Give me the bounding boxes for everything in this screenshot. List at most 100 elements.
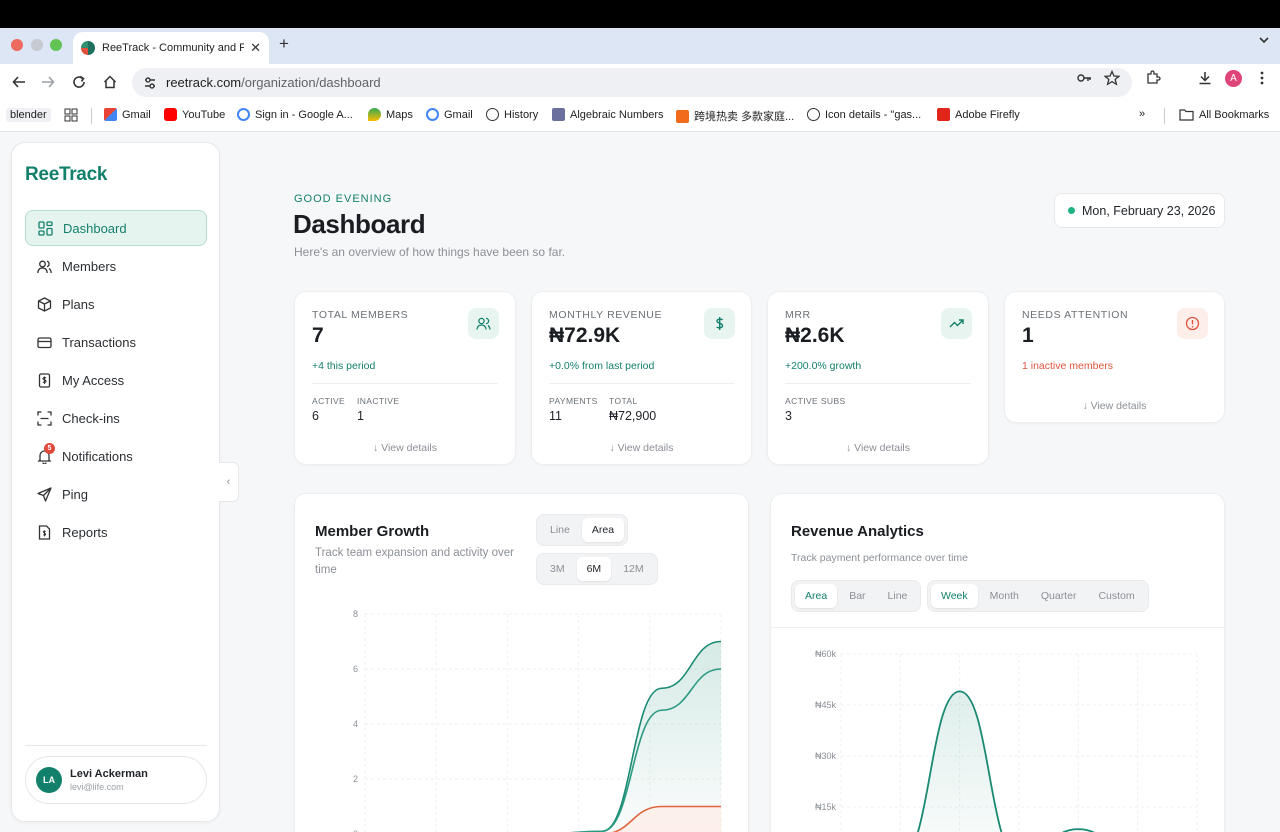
forward-arrow-icon[interactable] [37,71,59,93]
brand-logo[interactable]: ReeTrack [25,164,108,185]
period-month-button[interactable]: Month [989,590,1019,602]
extensions-puzzle-icon[interactable] [1145,70,1161,86]
date-badge: Mon, February 23, 2026 [1054,193,1225,228]
range-3m-button[interactable]: 3M [550,563,565,575]
stat-card-needs-attention: NEEDS ATTENTION 1 1 inactive members ↓ V… [1004,291,1225,423]
dashboard-grid-icon [38,220,53,236]
revenue-analytics-panel: Revenue Analytics Track payment performa… [770,493,1225,832]
sub-stat-payments: PAYMENTS 11 [549,396,598,423]
period-quarter-button[interactable]: Quarter [1040,590,1077,602]
back-arrow-icon[interactable] [8,71,30,93]
bookmark-gmail[interactable]: Gmail [104,108,151,121]
sub-stat-active: ACTIVE 6 [312,396,346,423]
user-email: levi@life.com [70,782,124,792]
bookmark-icon-details[interactable]: Icon details - "gas... [807,108,921,121]
tab-search-chevron-icon[interactable] [1258,34,1270,49]
collapse-sidebar-chevron-icon[interactable]: ‹ [219,462,239,502]
revenue-period-toggle: Week Month Quarter Custom [927,580,1149,612]
password-key-icon[interactable] [1076,70,1092,86]
series-line-0 [570,640,722,832]
view-details-link[interactable]: ↓ View details [372,442,437,454]
all-bookmarks[interactable]: All Bookmarks [1179,108,1269,121]
bookmark-history[interactable]: History [486,108,538,121]
kebab-menu-icon[interactable] [1254,70,1270,86]
bookmark-adobe-firefly[interactable]: Adobe Firefly [937,108,1020,121]
bookmark-shop[interactable]: 跨境热卖 多款家庭... [676,108,794,124]
sidebar-item-transactions[interactable]: Transactions [25,324,207,360]
gmail-icon [104,108,117,121]
view-details-link[interactable]: ↓ View details [1082,400,1147,412]
bookmark-algebraic-numbers[interactable]: Algebraic Numbers [552,108,664,121]
period-week-button[interactable]: Week [931,584,978,608]
range-12m-button[interactable]: 12M [623,563,644,575]
stat-value: ₦72.9K [549,324,621,347]
user-profile-card[interactable]: LA Levi Ackerman levi@life.com [25,756,207,804]
bookmark-blender[interactable]: blender [6,108,51,122]
receipt-dollar-icon [38,372,51,388]
home-icon[interactable] [99,71,121,93]
maximize-window-button[interactable] [50,39,62,51]
package-icon [37,296,52,312]
sidebar: ReeTrack Dashboard Members Plans Transac… [11,142,220,822]
series-line-0 [916,690,1095,832]
chart-type-area-button[interactable]: Area [795,584,838,608]
browser-actions: A [1145,70,1270,87]
divider [549,383,734,384]
chart-type-line-button[interactable]: Line [550,524,570,536]
panel-title: Member Growth [315,523,430,540]
chart-type-bar-button[interactable]: Bar [849,590,866,602]
sidebar-item-dashboard[interactable]: Dashboard [25,210,207,246]
sidebar-item-my-access[interactable]: My Access [25,362,207,398]
stat-value: 1 [1022,324,1034,347]
bookmark-youtube[interactable]: YouTube [164,108,225,121]
bookmark-gmail-2[interactable]: Gmail [426,108,473,121]
address-bar[interactable]: reetrack.com/organization/dashboard [132,68,1132,97]
sidebar-item-reports[interactable]: Reports [25,514,207,550]
status-dot-icon [1068,207,1075,214]
youtube-icon [164,108,177,121]
sidebar-item-check-ins[interactable]: Check-ins [25,400,207,436]
more-bookmarks-chevron-icon[interactable]: » [1139,108,1146,120]
scan-icon [37,410,52,426]
sidebar-item-plans[interactable]: Plans [25,286,207,322]
current-date: Mon, February 23, 2026 [1082,203,1216,218]
stat-label: MRR [785,309,811,321]
minimize-window-button[interactable] [31,39,43,51]
sidebar-item-label: Members [62,258,117,274]
screen-top-bar [0,0,1280,28]
divider [785,383,971,384]
bookmark-star-icon[interactable] [1104,70,1120,86]
area-fill [580,641,721,832]
view-details-link[interactable]: ↓ View details [845,442,910,454]
sub-stat-inactive: INACTIVE 1 [357,396,400,423]
browser-tab[interactable]: ReeTrack - Community and Pa ✕ [73,32,269,64]
sidebar-item-notifications[interactable]: 5 Notifications [25,438,207,474]
chart-type-area-button[interactable]: Area [581,518,625,542]
sidebar-item-members[interactable]: Members [25,248,207,284]
notification-count-badge: 5 [44,442,55,454]
y-tick-label: 8 [353,609,358,619]
site-settings-icon[interactable] [142,75,158,91]
reload-icon[interactable] [68,71,90,93]
y-tick-label: ₦45k [815,700,837,710]
browser-tab-strip: ReeTrack - Community and Pa ✕ + [0,28,1280,64]
apps-grid-icon[interactable] [64,108,78,122]
download-icon[interactable] [1197,70,1213,86]
sidebar-item-label: Plans [62,296,95,312]
browser-toolbar: reetrack.com/organization/dashboard A [0,64,1280,100]
period-custom-button[interactable]: Custom [1098,590,1135,602]
series-line-1 [570,668,722,832]
chart-type-line-button[interactable]: Line [887,590,908,602]
close-tab-icon[interactable]: ✕ [250,40,261,55]
new-tab-plus-icon[interactable]: + [279,34,289,53]
stat-card-total-members: TOTAL MEMBERS 7 +4 this period ACTIVE 6 I… [294,291,516,465]
avatar: LA [36,767,62,793]
bookmark-maps[interactable]: Maps [368,108,413,121]
sidebar-item-ping[interactable]: Ping [25,476,207,512]
range-6m-button[interactable]: 6M [576,557,612,581]
google-icon [237,108,250,121]
profile-avatar[interactable]: A [1225,70,1242,87]
view-details-link[interactable]: ↓ View details [609,442,674,454]
bookmark-google-signin[interactable]: Sign in - Google A... [237,108,353,121]
close-window-button[interactable] [11,39,23,51]
